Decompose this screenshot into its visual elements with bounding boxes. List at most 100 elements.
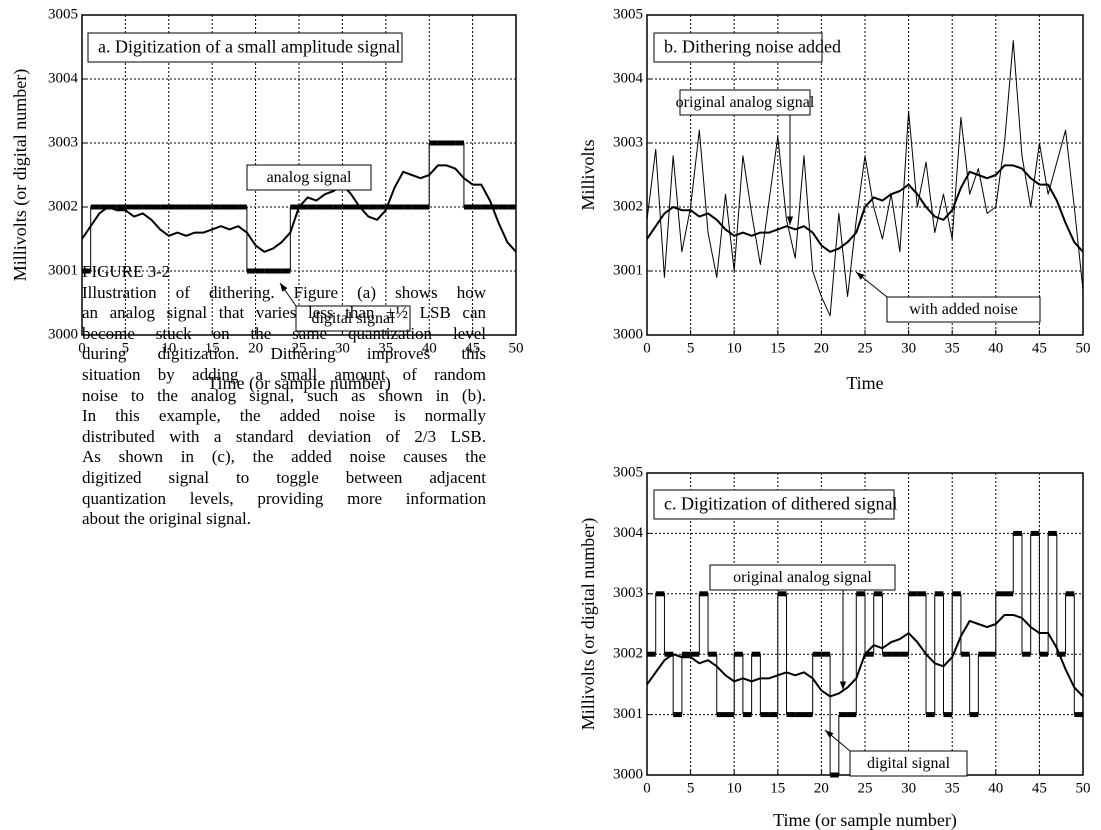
x-tick-label: 15 <box>770 780 785 796</box>
x-tick-label: 45 <box>465 340 480 356</box>
arrow-head <box>825 730 834 738</box>
plot-frame <box>81 14 517 336</box>
title-box <box>653 489 895 520</box>
x-tick-label: 5 <box>122 340 130 356</box>
legend-label: digital signal <box>867 755 951 772</box>
legend-box <box>295 305 411 332</box>
x-tick-label: 30 <box>335 340 350 356</box>
x-tick-label: 10 <box>161 340 176 356</box>
y-tick-label: 3002 <box>613 198 643 214</box>
arrow-head <box>786 216 794 225</box>
x-tick-label: 50 <box>509 340 524 356</box>
x-axis-label: Time (or sample number) <box>207 373 391 394</box>
chart-title: b. Dithering noise added <box>664 37 841 57</box>
y-axis-label: Millivolts (or digital number) <box>578 518 599 730</box>
legend-label: with added noise <box>909 301 1017 318</box>
x-tick-label: 40 <box>988 340 1003 356</box>
x-tick-label: 20 <box>814 340 829 356</box>
y-tick-label: 3003 <box>613 585 643 601</box>
x-tick-label: 45 <box>1032 340 1047 356</box>
caption-label: FIGURE 3-2 <box>82 262 171 281</box>
y-tick-label: 3002 <box>48 198 78 214</box>
title-box <box>87 32 403 63</box>
y-tick-label: 3005 <box>613 464 643 480</box>
y-tick-label: 3004 <box>613 70 644 86</box>
x-tick-label: 10 <box>727 780 742 796</box>
x-axis-label: Time <box>846 373 883 393</box>
x-tick-label: 35 <box>378 340 393 356</box>
x-tick-label: 0 <box>643 340 651 356</box>
y-tick-label: 3001 <box>613 706 643 722</box>
x-tick-label: 20 <box>814 780 829 796</box>
y-axis-label: Millivolts <box>578 139 598 210</box>
y-tick-label: 3005 <box>613 6 643 22</box>
x-tick-label: 5 <box>687 340 695 356</box>
caption-line: In this example, the added noise is norm… <box>82 406 486 426</box>
x-tick-label: 50 <box>1076 780 1091 796</box>
chart-title: c. Digitization of dithered signal <box>664 494 897 514</box>
caption-line: during digitization. Dithering improves … <box>82 344 486 364</box>
title-box <box>653 32 823 63</box>
x-tick-label: 25 <box>858 340 873 356</box>
x-tick-label: 30 <box>901 780 916 796</box>
caption-line: become stuck on the same quantization le… <box>82 323 486 343</box>
y-tick-label: 3002 <box>613 646 643 662</box>
signal-line <box>646 40 1084 317</box>
caption-line: Illustration of dithering. Figure (a) sh… <box>82 282 486 302</box>
legend-box <box>679 89 811 116</box>
x-tick-label: 40 <box>988 780 1003 796</box>
x-tick-label: 10 <box>727 340 742 356</box>
x-tick-label: 30 <box>901 340 916 356</box>
x-tick-label: 35 <box>945 340 960 356</box>
legend-label: digital signal <box>311 310 395 327</box>
caption-line: distributed with a standard deviation of… <box>82 426 486 446</box>
legend-box <box>246 164 372 191</box>
y-tick-label: 3000 <box>48 326 78 342</box>
x-tick-label: 15 <box>770 340 785 356</box>
caption-line: an analog signal that varies less than ±… <box>82 303 486 323</box>
y-axis-label: Millivolts (or digital number) <box>10 69 31 281</box>
x-tick-label: 40 <box>422 340 437 356</box>
caption-line: situation by adding a small amount of ra… <box>82 364 486 384</box>
caption-line: about the original signal. <box>82 509 252 529</box>
arrow-head <box>280 283 288 292</box>
arrow-head <box>839 681 847 690</box>
caption-line: digitized signal to toggle between adjac… <box>82 467 486 487</box>
x-tick-label: 45 <box>1032 780 1047 796</box>
x-tick-label: 50 <box>1076 340 1091 356</box>
legend-box <box>849 750 968 777</box>
y-tick-label: 3001 <box>48 262 78 278</box>
y-tick-label: 3001 <box>613 262 643 278</box>
legend-label: original analog signal <box>733 569 872 586</box>
chart-title: a. Digitization of a small amplitude sig… <box>98 37 400 57</box>
x-tick-label: 20 <box>248 340 263 356</box>
legend-label: original analog signal <box>676 94 815 111</box>
signal-line <box>646 164 1084 253</box>
y-tick-label: 3000 <box>613 326 643 342</box>
caption-line: noise to the analog signal, such as show… <box>82 385 486 405</box>
caption-line: As shown in (c), the added noise causes … <box>82 447 486 467</box>
x-tick-label: 25 <box>858 780 873 796</box>
x-tick-label: 0 <box>643 780 651 796</box>
caption-line: quantization levels, providing more info… <box>82 488 486 508</box>
x-tick-label: 5 <box>687 780 695 796</box>
x-axis-label: Time (or sample number) <box>773 810 957 830</box>
caption: FIGURE 3-2 Illustration of dithering. Fi… <box>82 262 486 530</box>
y-tick-label: 3003 <box>48 134 78 150</box>
x-tick-label: 0 <box>78 340 86 356</box>
y-tick-label: 3004 <box>48 70 79 86</box>
x-tick-label: 35 <box>945 780 960 796</box>
plot-frame <box>646 14 1084 336</box>
x-tick-label: 15 <box>205 340 220 356</box>
arrow-head <box>856 272 865 280</box>
y-tick-label: 3000 <box>613 766 643 782</box>
legend-label: analog signal <box>267 169 352 186</box>
legend-box <box>886 296 1041 323</box>
y-tick-label: 3005 <box>48 6 78 22</box>
legend-box <box>709 564 896 591</box>
x-tick-label: 25 <box>292 340 307 356</box>
y-tick-label: 3003 <box>613 134 643 150</box>
y-tick-label: 3004 <box>613 525 644 541</box>
